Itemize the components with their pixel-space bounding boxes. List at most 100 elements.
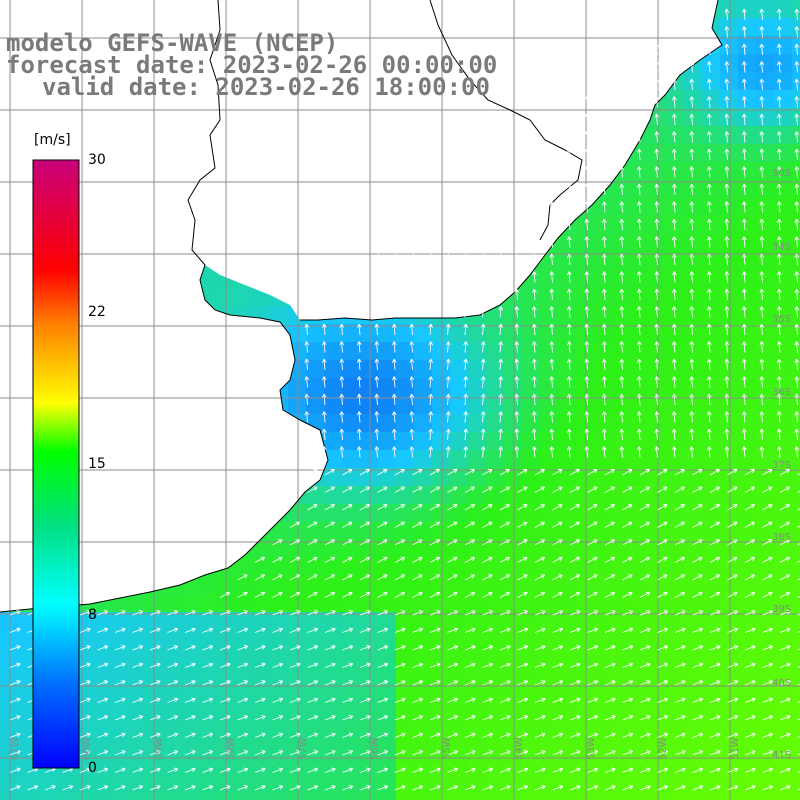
field-cell [432, 396, 450, 414]
field-cell [378, 648, 396, 666]
field-cell [342, 648, 360, 666]
wind-arrow [636, 148, 642, 161]
wind-arrow [358, 306, 364, 318]
field-cell [324, 576, 342, 594]
field-cell [396, 738, 414, 756]
field-cell [738, 288, 756, 306]
wind-arrow [307, 662, 319, 668]
field-cell [216, 288, 234, 306]
field-cell [684, 612, 702, 630]
wind-arrow [412, 486, 423, 493]
field-cell [792, 792, 800, 800]
wind-arrow [463, 236, 469, 248]
wind-arrow [482, 591, 493, 598]
field-cell [720, 558, 738, 576]
field-cell [450, 684, 468, 702]
wind-arrow [359, 539, 371, 546]
wind-arrow [514, 446, 520, 458]
wind-arrow [499, 610, 511, 616]
wind-arrow [549, 218, 555, 231]
wind-arrow [428, 218, 434, 231]
wind-arrow [324, 539, 336, 546]
wind-arrow [604, 697, 616, 703]
field-cell [504, 630, 522, 648]
field-cell [378, 558, 396, 576]
wind-arrow [549, 253, 555, 266]
wind-arrow [340, 288, 346, 301]
wind-arrow [762, 645, 774, 651]
field-cell [198, 774, 216, 792]
field-cell [702, 756, 720, 774]
field-cell [576, 450, 594, 468]
wind-arrow [794, 183, 800, 196]
wind-arrow [744, 610, 756, 616]
wind-arrow [794, 253, 800, 266]
wind-arrow [604, 785, 616, 791]
wind-arrow [741, 148, 747, 161]
field-cell [630, 486, 648, 504]
field-cell [702, 72, 720, 90]
field-cell [360, 558, 378, 576]
wind-arrow [674, 521, 685, 528]
field-cell [468, 486, 486, 504]
field-cell [216, 702, 234, 720]
wind-arrow [709, 556, 721, 563]
wind-arrow [202, 645, 214, 651]
wind-arrow [657, 627, 669, 633]
wind-arrow [724, 96, 730, 108]
field-cell [792, 666, 800, 684]
field-cell [252, 702, 270, 720]
field-cell [792, 288, 800, 306]
wind-arrow [569, 504, 580, 511]
field-cell [774, 162, 792, 180]
wind-arrow [202, 697, 214, 703]
field-cell [522, 486, 540, 504]
field-cell [702, 576, 720, 594]
field-cell [396, 594, 414, 612]
wind-arrow [601, 218, 607, 231]
field-cell [432, 738, 450, 756]
wind-arrow [779, 767, 791, 773]
field-cell [324, 666, 342, 684]
field-cell [540, 270, 558, 288]
wind-arrow [797, 473, 800, 476]
wind-arrow [639, 627, 651, 633]
wind-arrow [654, 411, 660, 423]
wind-arrow [463, 201, 469, 213]
wind-arrow [794, 393, 800, 406]
wind-arrow [776, 271, 782, 283]
latitude-label: 39S [772, 604, 791, 615]
wind-arrow [706, 376, 712, 388]
wind-arrow [289, 556, 301, 563]
field-cell [450, 468, 468, 486]
field-cell [360, 324, 378, 342]
wind-arrow [514, 341, 520, 353]
field-cell [594, 774, 612, 792]
field-cell [306, 630, 324, 648]
field-cell [630, 288, 648, 306]
field-cell [396, 414, 414, 432]
field-cell [666, 720, 684, 738]
wind-arrow [393, 306, 399, 318]
wind-arrow [410, 271, 416, 283]
wind-arrow [377, 732, 389, 738]
field-cell [756, 576, 774, 594]
wind-arrow [587, 697, 599, 703]
wind-arrow [566, 428, 572, 441]
wind-arrow [604, 486, 615, 493]
field-cell [486, 306, 504, 324]
wind-arrow [359, 469, 370, 476]
wind-arrow [636, 341, 642, 353]
wind-arrow [307, 539, 318, 546]
field-cell [594, 360, 612, 378]
field-cell [756, 162, 774, 180]
wind-arrow [447, 610, 459, 616]
field-cell [18, 756, 36, 774]
wind-arrow [639, 469, 650, 476]
wind-arrow [794, 8, 800, 21]
wind-arrow [149, 610, 161, 616]
field-cell [378, 792, 396, 800]
wind-arrow [639, 645, 651, 651]
wind-arrow [517, 539, 528, 546]
wind-arrow [619, 341, 625, 353]
